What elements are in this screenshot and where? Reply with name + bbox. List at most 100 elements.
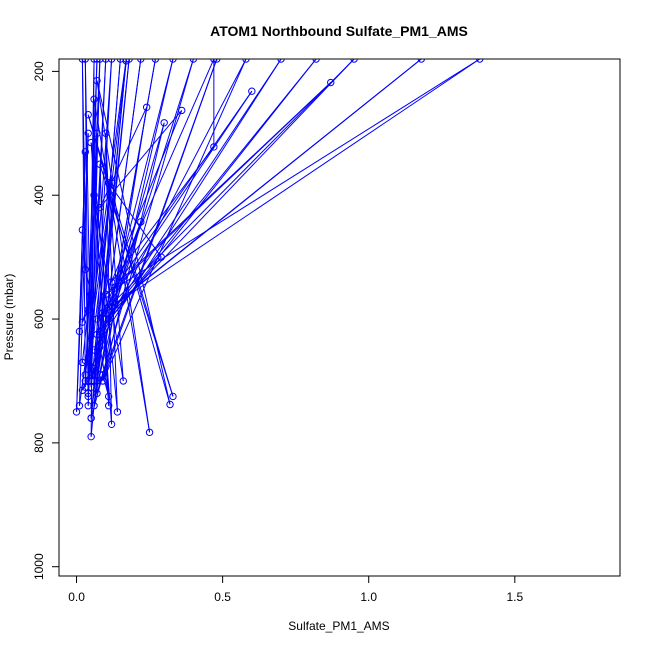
series-line-segment [114,82,332,289]
series-line-segment [81,229,86,270]
data-point [90,364,98,373]
data-point [107,179,116,187]
data-point [102,290,110,298]
data-point [96,343,104,351]
data-point [122,59,130,63]
data-point [84,392,92,401]
data-point [78,318,87,326]
data-point [104,179,113,187]
series-line-segment [84,269,92,295]
series-line-segment [78,59,127,406]
data-point [137,59,145,63]
series-line-segment [108,122,165,320]
series-line-segment [90,142,110,406]
y-axis-label: Pressure (mbar) [2,274,16,361]
data-point [87,290,95,298]
data-point [75,327,84,336]
data-point [90,346,98,354]
series-line-segment [108,182,162,258]
data-point [169,59,177,63]
data-point [75,402,84,410]
y-tick-label: 1000 [32,553,46,580]
data-point [248,87,256,95]
data-point [169,392,177,401]
data-point [84,129,92,137]
y-tick-label: 800 [32,433,46,453]
data-point [93,330,101,339]
data-point [96,59,104,63]
x-axis: 0.0 0.5 1.0 1.5 [68,575,523,604]
data-point [87,138,95,147]
series-line-segment [114,90,253,289]
data-point [104,315,113,323]
data-point [90,59,98,63]
series-line-segment [108,221,142,320]
series-line-segment [82,361,95,370]
data-point [72,408,81,416]
data-point [96,371,104,379]
series-line-segment [99,59,317,332]
series-line-segment [111,59,481,308]
x-tick-label: 1.5 [506,590,523,604]
data-point [90,377,98,385]
data-point [93,76,101,85]
data-point [151,59,160,63]
data-point [84,377,92,385]
data-point [160,119,168,127]
series-line-segment [78,229,83,332]
series-line-segment [81,309,89,323]
data-point [189,59,198,63]
data-point [107,420,116,429]
series-line-segment [102,59,218,382]
data-point [113,408,122,416]
series-line-segment [93,99,151,433]
series-line-segment [81,309,89,363]
data-point [84,402,92,410]
series-layer [72,59,484,441]
data-point [157,253,165,261]
data-point [107,59,116,63]
series-line-segment [87,114,171,405]
y-tick-label: 600 [32,309,46,329]
data-point [84,389,92,398]
data-point [210,143,218,151]
data-point [116,59,125,63]
series-line-segment [81,294,92,323]
data-point [93,389,101,398]
data-point [93,59,101,63]
data-point [102,315,110,323]
data-point [81,265,89,274]
data-point [137,218,145,226]
data-point [104,402,113,410]
series-line-segment [105,59,355,320]
data-point [102,129,110,137]
data-point [93,377,101,385]
data-point [78,358,87,367]
data-point [210,59,218,63]
data-point [99,371,107,379]
series-line-segment [105,59,481,295]
series-line-segment [93,59,282,351]
data-point [78,226,87,234]
series-line-segment [111,59,422,308]
series-line-segment [90,60,127,419]
x-tick-label: 1.0 [360,590,377,604]
x-tick-label: 0.5 [214,590,231,604]
data-point [107,278,116,286]
series-line-segment [102,374,110,397]
series-line-segment [90,133,98,388]
data-point [213,59,221,63]
data-point [84,111,92,119]
series-line-segment [99,59,282,332]
series-line-segment [96,59,355,320]
data-point [119,377,127,385]
data-point [327,78,335,87]
x-axis-label: Sulfate_PM1_AMS [288,619,389,633]
data-point [81,148,89,156]
data-point [312,59,320,63]
data-point [96,160,104,168]
data-point [178,106,186,115]
data-point [107,302,116,311]
data-point [104,392,113,401]
